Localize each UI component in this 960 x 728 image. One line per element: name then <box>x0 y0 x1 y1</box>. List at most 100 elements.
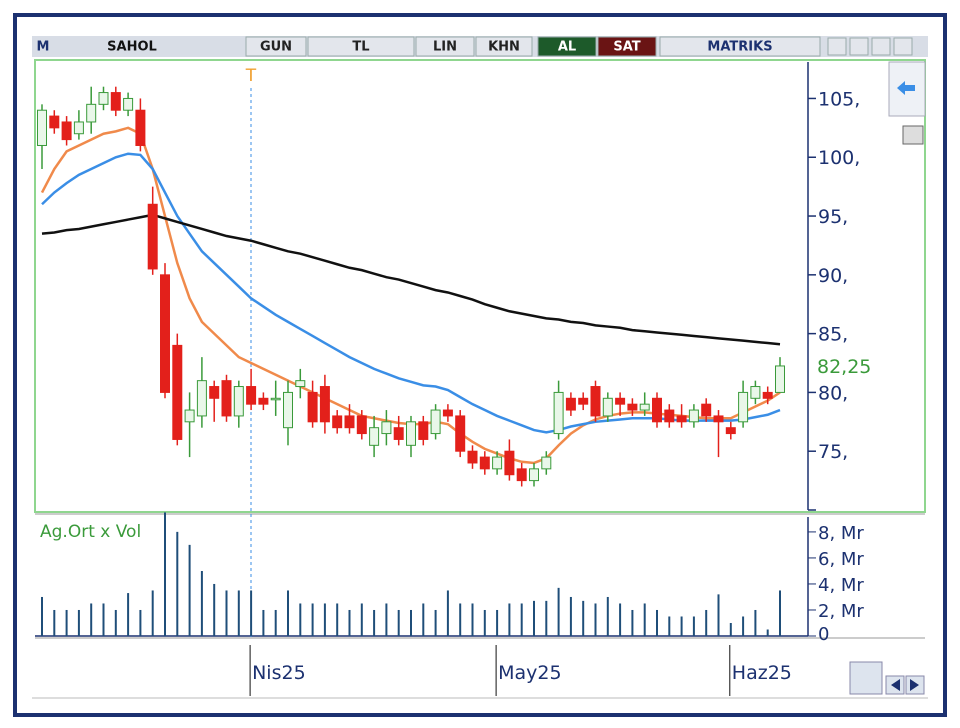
candle-body <box>442 409 453 417</box>
candle-body <box>516 468 527 482</box>
candle-body <box>701 403 712 417</box>
candle-body <box>738 391 749 423</box>
currency[interactable]: TL <box>352 40 369 55</box>
marker: T <box>245 66 257 86</box>
symbol[interactable]: SAHOL <box>107 40 157 55</box>
candle-body <box>590 386 601 417</box>
candle-body <box>369 427 380 446</box>
vol-tick-label: 0 <box>818 624 829 645</box>
vol-tick-label: 6, Mr <box>818 549 864 570</box>
close-button[interactable] <box>893 37 913 56</box>
candle-body <box>98 92 109 105</box>
candle-body <box>196 380 207 417</box>
moving-average <box>41 213 781 346</box>
candle-body <box>775 365 785 393</box>
price-label: 82,25 <box>817 356 871 378</box>
candle-body <box>639 403 650 411</box>
brand <box>659 36 821 57</box>
panel-button[interactable] <box>902 125 924 145</box>
button[interactable] <box>475 36 533 57</box>
candle-body <box>418 421 429 440</box>
brand-label: MATRIKS <box>707 40 772 55</box>
candle-body <box>160 274 170 393</box>
candle-body <box>184 409 195 423</box>
refresh-button[interactable] <box>849 661 883 695</box>
candle-body <box>295 380 306 388</box>
button[interactable] <box>245 36 307 57</box>
vol-tick-label: 8, Mr <box>818 523 864 544</box>
candle-body <box>381 421 392 435</box>
candle-body <box>61 121 72 141</box>
candle-body <box>172 344 183 440</box>
candle-body <box>73 121 84 135</box>
period[interactable]: GUN <box>260 40 292 55</box>
candle-body <box>652 397 662 423</box>
x-tick-label: May25 <box>498 662 561 684</box>
candle-body <box>147 203 158 270</box>
candle-body <box>725 427 736 435</box>
candle-body <box>307 391 318 423</box>
candle-body <box>676 415 687 423</box>
minimize-button[interactable] <box>849 37 869 56</box>
toolbar-buttons <box>245 36 913 57</box>
buy-label[interactable]: AL <box>558 40 576 55</box>
plot-frame <box>34 59 926 513</box>
vol-tick-label: 2, Mr <box>818 601 864 622</box>
candle-body <box>110 92 121 111</box>
candle-body <box>664 409 675 423</box>
candle-body <box>541 456 552 470</box>
vol-tick-label: 4, Mr <box>818 575 864 596</box>
sell-label[interactable]: SAT <box>613 40 640 55</box>
y-tick-label: 100, <box>818 147 860 169</box>
scale[interactable]: LIN <box>433 40 457 55</box>
candle-body <box>123 97 134 111</box>
style[interactable]: KHN <box>488 40 520 55</box>
candle-body <box>86 103 97 123</box>
price-panel <box>37 86 785 487</box>
button[interactable] <box>415 36 475 57</box>
y-tick-label: 75, <box>818 441 848 463</box>
candle-body <box>233 386 244 417</box>
button[interactable] <box>307 36 415 57</box>
menu-button[interactable] <box>827 37 847 56</box>
candle-body <box>553 391 564 435</box>
y-tick-label: 95, <box>818 206 848 228</box>
arrow-icon <box>897 81 915 95</box>
candle-body <box>762 391 773 399</box>
candle-body <box>209 386 220 399</box>
candle-body <box>627 403 638 411</box>
candle-body <box>529 468 539 482</box>
buy-button[interactable] <box>537 36 597 57</box>
candle-body <box>688 409 699 423</box>
frame <box>13 13 947 717</box>
candle-body <box>37 109 47 146</box>
candle-body <box>332 415 343 429</box>
x-tick-label: Nis25 <box>252 662 306 684</box>
volume-title: Ag.Ort x Vol <box>40 522 141 542</box>
candle-body <box>578 397 589 405</box>
candle-body <box>356 415 367 435</box>
candle-body <box>504 450 515 476</box>
candle-body <box>602 397 613 417</box>
candle-body <box>467 450 478 464</box>
y-tick-label: 80, <box>818 382 848 404</box>
candle-body <box>319 386 330 423</box>
scroll-icons <box>891 679 919 691</box>
candle-body <box>455 415 466 452</box>
candle-body <box>565 397 576 411</box>
x-tick-label: Haz25 <box>732 662 792 684</box>
candle-body <box>713 415 724 423</box>
sell-button[interactable] <box>597 36 657 57</box>
y-tick-label: 105, <box>818 88 860 110</box>
candle-body <box>344 415 355 429</box>
candle-body <box>135 109 146 146</box>
candle-body <box>270 397 281 401</box>
candle-body <box>615 397 626 405</box>
y-tick-label: 85, <box>818 324 848 346</box>
candle-body <box>258 397 269 405</box>
candle-body <box>49 115 60 129</box>
candle-body <box>283 391 293 429</box>
maximize-button[interactable] <box>871 37 891 56</box>
candle-body <box>750 386 761 399</box>
